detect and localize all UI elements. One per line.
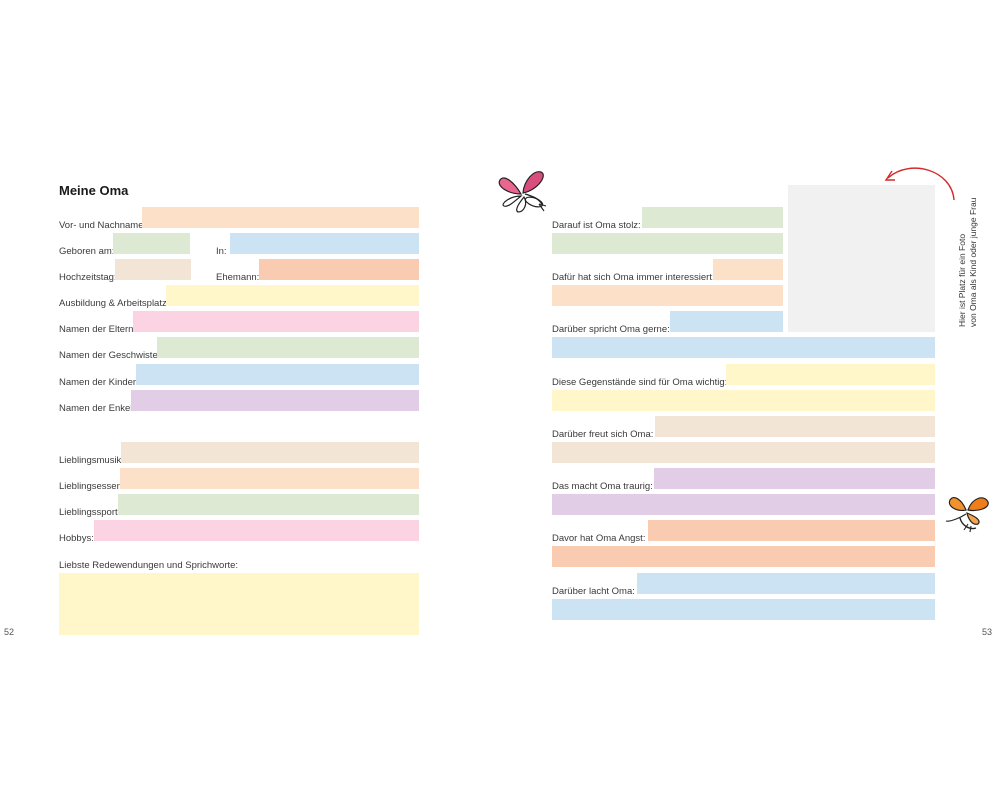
happy-field-2[interactable] — [552, 442, 935, 463]
interested-label: Dafür hat sich Oma immer interessiert: — [552, 272, 715, 283]
proud-field-1[interactable] — [642, 207, 783, 228]
sport-label: Lieblingssport: — [59, 507, 121, 518]
photo-hint: Hier ist Platz für ein Foto von Oma als … — [957, 192, 981, 327]
laughs-field-2[interactable] — [552, 599, 935, 620]
laughs-label: Darüber lacht Oma: — [552, 586, 635, 597]
sport-field[interactable] — [118, 494, 419, 515]
husband-label: Ehemann: — [216, 272, 260, 283]
sad-field-2[interactable] — [552, 494, 935, 515]
afraid-field-1[interactable] — [648, 520, 935, 541]
photo-hint-line1: Hier ist Platz für ein Foto — [957, 233, 967, 327]
page-number-right: 53 — [982, 627, 993, 637]
happy-field-1[interactable] — [655, 416, 935, 437]
sad-label: Das macht Oma traurig: — [552, 481, 653, 492]
talks-field-2[interactable] — [552, 337, 935, 358]
talks-field-1[interactable] — [670, 311, 783, 332]
born-in-label: In: — [216, 246, 227, 257]
sayings-label: Liebste Redewendungen und Sprichworte: — [59, 560, 239, 571]
education-field[interactable] — [166, 285, 419, 306]
photo-placeholder[interactable] — [788, 185, 935, 332]
name-field[interactable] — [142, 207, 419, 228]
music-field[interactable] — [121, 442, 419, 463]
page-title: Meine Oma — [59, 183, 129, 198]
education-label: Ausbildung & Arbeitsplatz: — [59, 298, 170, 309]
curved-arrow-icon — [884, 167, 955, 201]
orange-butterfly-icon — [945, 497, 989, 533]
interested-field-1[interactable] — [713, 259, 783, 280]
food-label: Lieblingsessen: — [59, 481, 125, 492]
grandchildren-field[interactable] — [131, 390, 419, 411]
objects-field-1[interactable] — [726, 364, 935, 385]
afraid-field-2[interactable] — [552, 546, 935, 567]
laughs-field-1[interactable] — [637, 573, 935, 594]
siblings-field[interactable] — [157, 337, 419, 358]
interested-field-2[interactable] — [552, 285, 783, 306]
page-number-left: 52 — [4, 627, 15, 637]
husband-field[interactable] — [259, 259, 419, 280]
proud-field-2[interactable] — [552, 233, 783, 254]
objects-field-2[interactable] — [552, 390, 935, 411]
hobbies-field[interactable] — [94, 520, 419, 541]
proud-label: Darauf ist Oma stolz: — [552, 220, 641, 231]
objects-label: Diese Gegenstände sind für Oma wichtig: — [552, 377, 728, 388]
photo-hint-line2: von Oma als Kind oder junge Frau — [968, 197, 978, 327]
sad-field-1[interactable] — [654, 468, 935, 489]
hobbies-label: Hobbys: — [59, 533, 94, 544]
born-field[interactable] — [113, 233, 190, 254]
happy-label: Darüber freut sich Oma: — [552, 429, 654, 440]
parents-field[interactable] — [133, 311, 419, 332]
children-field[interactable] — [136, 364, 419, 385]
talks-label: Darüber spricht Oma gerne: — [552, 324, 670, 335]
siblings-label: Namen der Geschwister: — [59, 350, 164, 361]
wedding-day-label: Hochzeitstag: — [59, 272, 117, 283]
born-label: Geboren am: — [59, 246, 115, 257]
children-label: Namen der Kinder: — [59, 377, 139, 388]
parents-label: Namen der Eltern: — [59, 324, 137, 335]
grandchildren-label: Namen der Enkel: — [59, 403, 136, 414]
wedding-day-field[interactable] — [115, 259, 191, 280]
sayings-field[interactable] — [59, 573, 419, 635]
born-in-field[interactable] — [230, 233, 419, 254]
afraid-label: Davor hat Oma Angst: — [552, 533, 646, 544]
music-label: Lieblingsmusik: — [59, 455, 124, 466]
name-label: Vor- und Nachname: — [59, 220, 147, 231]
pink-butterfly-icon — [498, 171, 547, 213]
food-field[interactable] — [120, 468, 419, 489]
